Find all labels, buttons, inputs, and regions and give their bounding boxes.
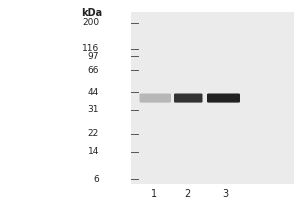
Text: 116: 116 [82,44,99,53]
FancyBboxPatch shape [174,93,203,103]
Bar [130,12,294,184]
Text: 1: 1 [152,189,158,199]
Text: 3: 3 [222,189,228,199]
Text: 14: 14 [88,147,99,156]
Text: 97: 97 [88,52,99,61]
Text: 44: 44 [88,88,99,97]
Text: kDa: kDa [81,8,102,18]
Text: 200: 200 [82,18,99,27]
Text: 2: 2 [184,189,190,199]
Text: 22: 22 [88,129,99,138]
FancyBboxPatch shape [140,93,171,103]
Text: 31: 31 [88,105,99,114]
Text: 6: 6 [93,175,99,184]
Text: 66: 66 [88,66,99,75]
FancyBboxPatch shape [207,93,240,103]
